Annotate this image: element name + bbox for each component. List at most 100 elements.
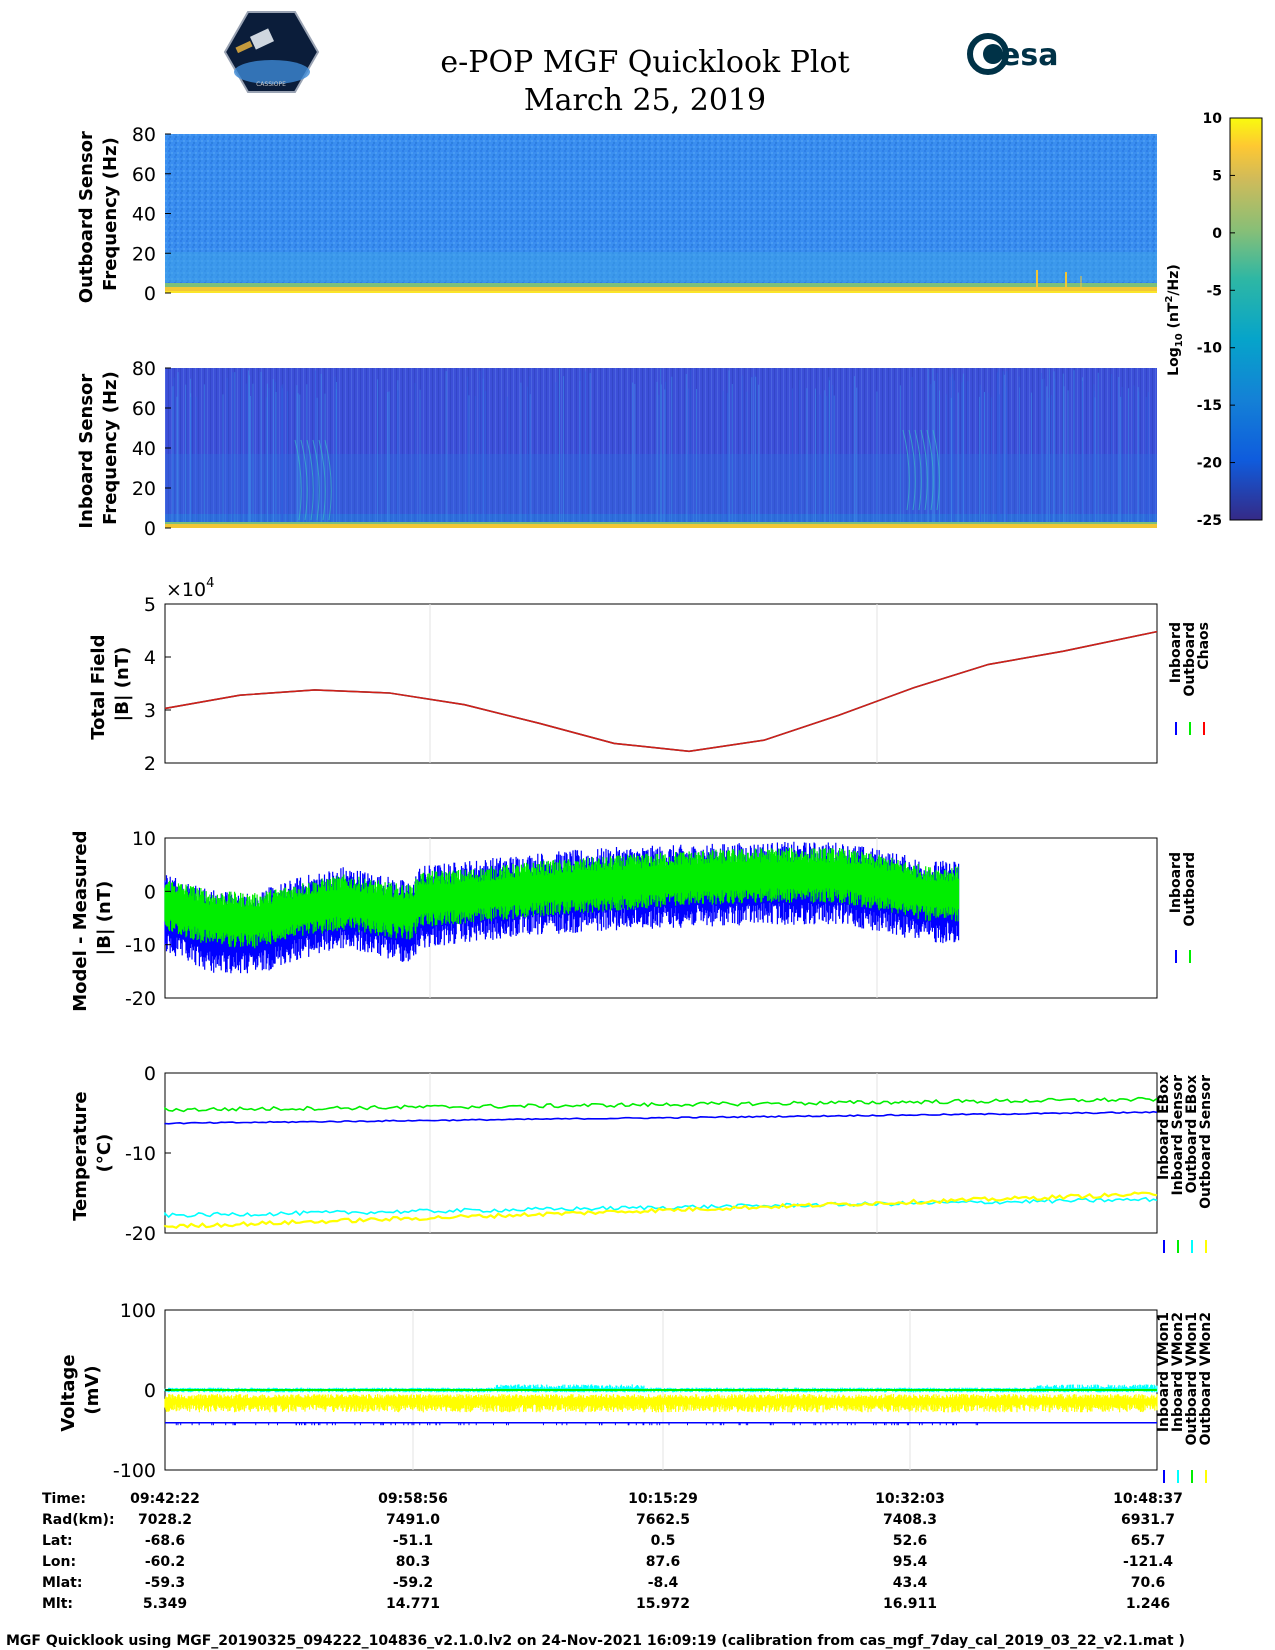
total-field-ytick-label: 4: [144, 647, 156, 669]
legend-entry: Outboard VMon2: [1198, 1312, 1214, 1446]
ephemeris-cell: 70.6: [1131, 1575, 1166, 1591]
ephemeris-cell: 09:42:22: [130, 1491, 200, 1507]
esa-logo-text: esa: [1000, 38, 1058, 73]
ephemeris-cell: -59.2: [393, 1575, 433, 1591]
ephemeris-cell: 15.972: [636, 1596, 690, 1612]
spectrogram-ytick-label: 40: [132, 204, 156, 226]
total-field-ylabel-line1: Total Field: [88, 635, 109, 740]
ephemeris-cell: 7028.2: [138, 1512, 192, 1528]
ephemeris-cell: 1.246: [1126, 1596, 1170, 1612]
temperature-ylabel-line2: (°C): [94, 1134, 115, 1173]
spectrogram-ytick-label: 20: [132, 478, 156, 500]
page-subtitle: March 25, 2019: [524, 83, 766, 118]
cassiope-logo: CASSIOPE: [223, 11, 320, 93]
ephemeris-cell: 7408.3: [883, 1512, 937, 1528]
colorbar-tick-label: -5: [1206, 283, 1222, 299]
ephemeris-cell: 80.3: [396, 1554, 431, 1570]
ephemeris-cell: 14.771: [386, 1596, 440, 1612]
voltage-ytick-label: 0: [144, 1380, 156, 1402]
page-title: e-POP MGF Quicklook Plot: [440, 45, 849, 80]
temperature-ytick-label: -20: [125, 1223, 156, 1245]
ephemeris-cell: 65.7: [1131, 1533, 1166, 1549]
temperature-ylabel-line1: Temperature: [70, 1091, 91, 1220]
legend-entry: Inboard VMon2: [1170, 1312, 1186, 1432]
legend-entry: Chaos: [1196, 622, 1212, 670]
colorbar-tick-label: 0: [1212, 226, 1222, 242]
spectrogram-ytick-label: 0: [144, 283, 156, 305]
inboard-ylabel-line2: Frequency (Hz): [100, 371, 121, 525]
outboard-spectrogram-y-axis: 0 20 40 60 80: [132, 124, 171, 305]
panel-total-field: 2 3 4 5 ×104 Total Field |B| (nT) InboardOu…: [88, 576, 1212, 775]
ephemeris-row-label: Mlat:: [42, 1575, 82, 1591]
ephemeris-cell: 52.6: [893, 1533, 928, 1549]
ephemeris-cell: -68.6: [145, 1533, 185, 1549]
inboard-spectrogram-y-axis: 0 20 40 60 80: [132, 358, 171, 540]
ephemeris-cell: 16.911: [883, 1596, 937, 1612]
total-field-multiplier: ×104: [166, 576, 214, 601]
colorbar-ticks: 10 5 0 -5 -10 -15 -20 -25: [1197, 111, 1235, 529]
ephemeris-cell: 95.4: [893, 1554, 928, 1570]
temperature-ytick-label: -10: [125, 1143, 156, 1165]
spectrogram-ytick-label: 80: [132, 124, 156, 146]
colorbar: 10 5 0 -5 -10 -15 -20 -25 Log10 (nT2/Hz): [1164, 111, 1263, 529]
series-band-outboard: [164, 847, 960, 949]
spectrogram-ytick-label: 80: [132, 358, 156, 380]
ephemeris-cell: -121.4: [1123, 1554, 1173, 1570]
spectrogram-ytick-label: 0: [144, 518, 156, 540]
legend-entry: Outboard VMon1: [1184, 1312, 1200, 1446]
model-ylabel-line2: |B| (nT): [94, 881, 115, 956]
ephemeris-cell: -8.4: [648, 1575, 679, 1591]
colorbar-tick-label: -25: [1197, 513, 1222, 529]
colorbar-gradient: [1229, 117, 1263, 521]
panel-outboard-spectrogram: 0 20 40 60 80 Outboard Sensor Frequency (Hz): [76, 124, 1157, 305]
svg-text:Temperature (°C): Temperature (°C): [70, 1085, 115, 1221]
ephemeris-cell: 0.5: [651, 1533, 676, 1549]
svg-text:Voltage (mV): Voltage (mV): [58, 1348, 103, 1432]
legend-entry: Inboard: [1168, 622, 1184, 683]
panel-voltage: -100 0 100 Voltage (mV) Inboard VMon1Inboa…: [58, 1300, 1214, 1483]
legend-entry: Inboard: [1168, 852, 1184, 913]
spectrogram-ytick-label: 20: [132, 243, 156, 265]
ephemeris-cell: -59.3: [145, 1575, 185, 1591]
svg-text:Total Field |B| (nT): Total Field |B| (nT): [88, 628, 133, 739]
ephemeris-cell: 6931.7: [1121, 1512, 1175, 1528]
footer-note: MGF Quicklook using MGF_20190325_094222_…: [6, 1633, 1185, 1649]
series-line-inboard-sensor: [164, 1096, 1158, 1113]
legend-entry: Outboard: [1182, 852, 1198, 927]
svg-text:Inboard Sensor Frequency: Inboard Sensor Frequency (Hz): [76, 367, 121, 528]
series-line-outboard-sensor: [163, 1191, 1158, 1230]
ephemeris-cell: 43.4: [893, 1575, 928, 1591]
model-ytick-label: 0: [144, 881, 156, 903]
cassiope-logo-text: CASSIOPE: [256, 81, 286, 88]
series-line-chaos: [164, 630, 1158, 753]
ephemeris-cell: 7491.0: [386, 1512, 440, 1528]
ephemeris-cell: 10:48:37: [1113, 1491, 1183, 1507]
ephemeris-row-label: Lat:: [42, 1533, 73, 1549]
ephemeris-cell: -60.2: [145, 1554, 185, 1570]
colorbar-label: Log10 (nT2/Hz): [1164, 264, 1185, 376]
panel-temperature: -20 -10 0 Temperature (°C) Inboard EBoxInb…: [70, 1063, 1214, 1253]
svg-text:Model - Measured |B| (nT: Model - Measured |B| (nT): [70, 824, 115, 1012]
voltage-ylabel-line1: Voltage: [58, 1354, 79, 1431]
series-line-inboard-ebox: [164, 1110, 1158, 1125]
total-field-ytick-label: 5: [144, 594, 156, 616]
panel-inboard-spectrogram: 0 20 40 60 80 Inboard Sensor Frequency (Hz): [76, 358, 1157, 540]
colorbar-tick-label: 5: [1212, 168, 1222, 184]
temperature-ytick-label: 0: [144, 1063, 156, 1085]
colorbar-tick-label: -20: [1197, 456, 1223, 472]
ephemeris-row-label: Lon:: [42, 1554, 76, 1570]
voltage-ytick-label: -100: [113, 1460, 156, 1482]
colorbar-tick-label: -15: [1197, 398, 1222, 414]
outboard-ylabel-line2: Frequency (Hz): [100, 137, 121, 291]
spectrogram-ytick-label: 40: [132, 438, 156, 460]
model-ytick-label: -10: [125, 935, 156, 957]
svg-text:Outboard Sensor Frequenc: Outboard Sensor Frequency (Hz): [76, 125, 121, 303]
ephemeris-row-label: Time:: [42, 1491, 86, 1507]
model-ytick-label: -20: [125, 988, 156, 1010]
voltage-ylabel-line2: (mV): [82, 1365, 103, 1414]
legend-entry: Outboard Sensor: [1198, 1075, 1214, 1209]
legend-entry: Outboard: [1182, 622, 1198, 697]
